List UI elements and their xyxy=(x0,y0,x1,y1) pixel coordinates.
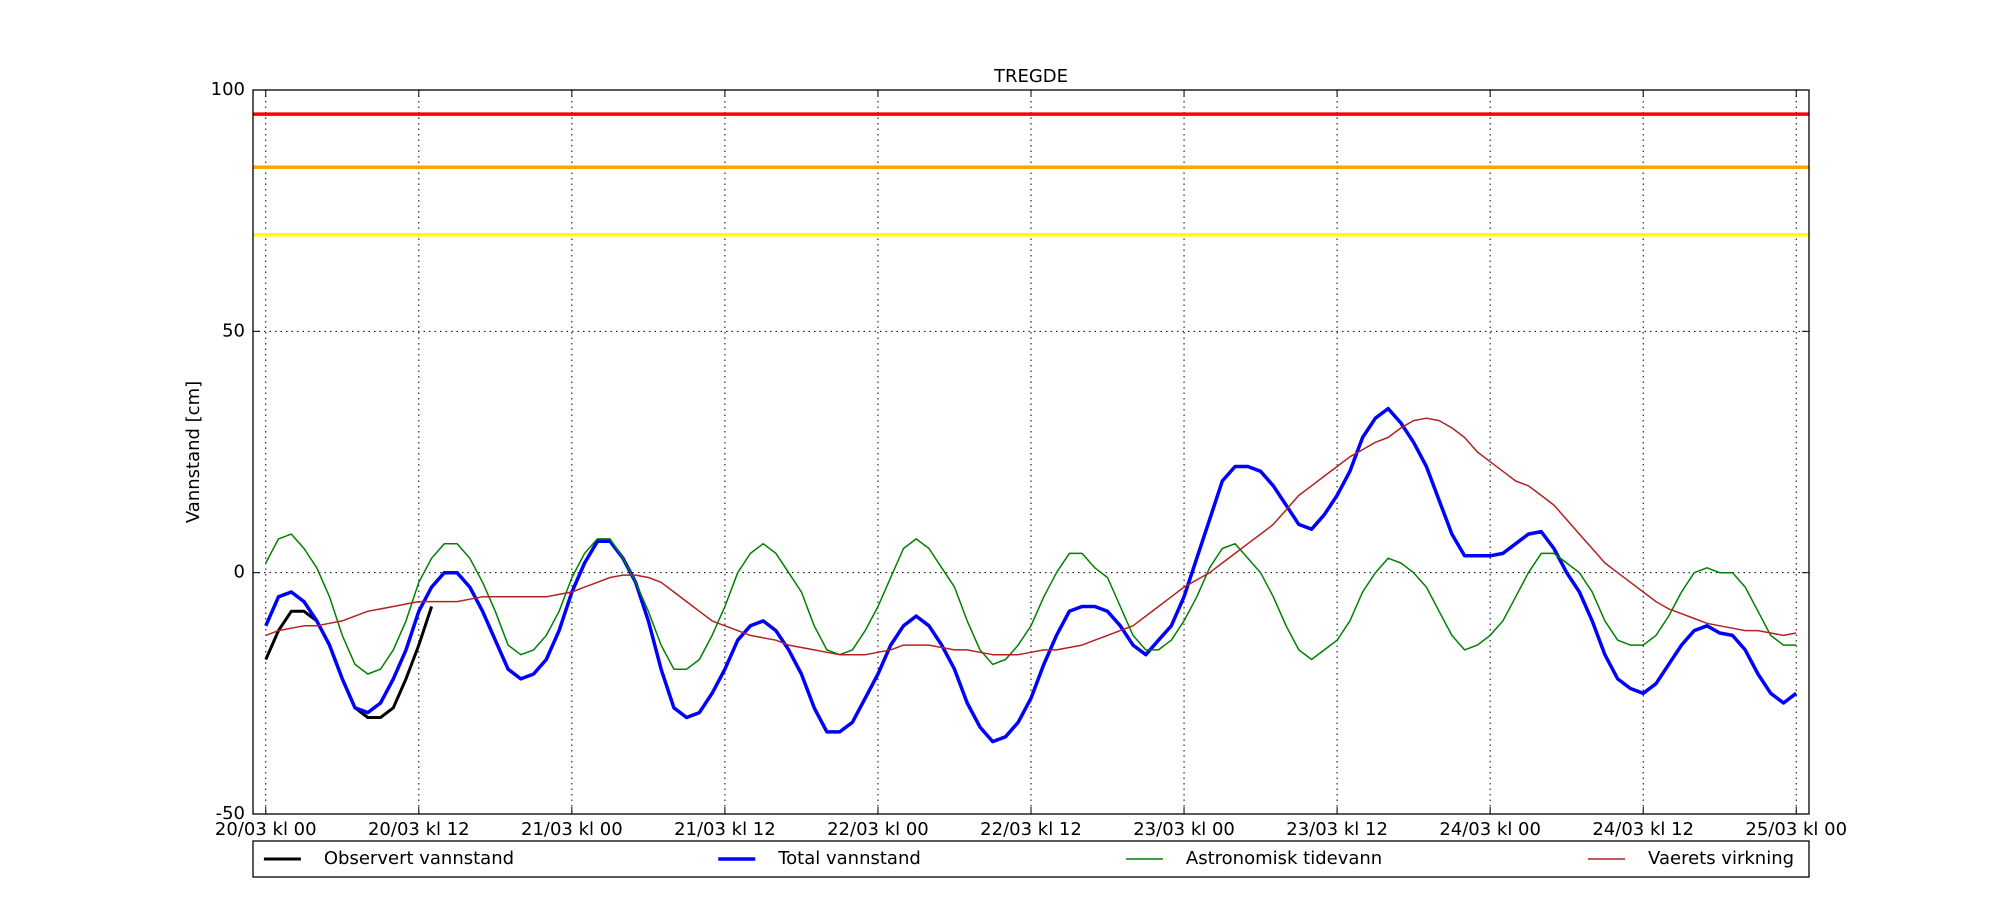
x-tick-label: 20/03 kl 12 xyxy=(368,819,470,840)
x-tick-label: 21/03 kl 00 xyxy=(521,819,623,840)
legend-label: Astronomisk tidevann xyxy=(1186,848,1382,869)
y-tick-label: -50 xyxy=(216,803,245,824)
x-tick-label: 23/03 kl 12 xyxy=(1286,819,1388,840)
data-line xyxy=(265,533,1797,675)
y-tick-label: 0 xyxy=(234,562,245,583)
legend-box xyxy=(252,840,1810,878)
legend-label: Vaerets virkning xyxy=(1648,848,1794,869)
y-tick-label: 100 xyxy=(211,79,245,100)
x-tick-label: 20/03 kl 00 xyxy=(215,819,317,840)
y-axis-label: Vannstand [cm] xyxy=(183,381,204,523)
x-tick-label: 21/03 kl 12 xyxy=(674,819,776,840)
x-tick-label: 25/03 kl 00 xyxy=(1745,819,1847,840)
x-tick-label: 24/03 kl 00 xyxy=(1439,819,1541,840)
legend-label: Observert vannstand xyxy=(324,848,514,869)
data-line xyxy=(265,417,1797,656)
chart-title: TREGDE xyxy=(993,66,1068,87)
x-tick-label: 23/03 kl 00 xyxy=(1133,819,1235,840)
y-tick-label: 50 xyxy=(222,320,245,341)
plot-frame xyxy=(252,89,1810,815)
legend-label: Total vannstand xyxy=(777,848,921,869)
x-tick-label: 22/03 kl 00 xyxy=(827,819,929,840)
x-tick-label: 24/03 kl 12 xyxy=(1592,819,1694,840)
data-line xyxy=(264,406,1798,744)
x-tick-label: 22/03 kl 12 xyxy=(980,819,1082,840)
